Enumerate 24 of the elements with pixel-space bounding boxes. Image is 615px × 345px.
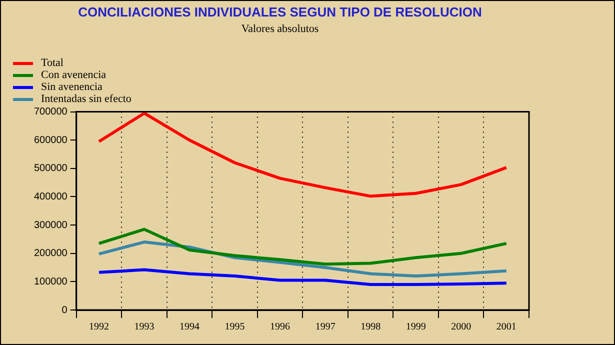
y-tick-label: 500000	[34, 163, 68, 174]
x-tick-label: 2000	[451, 322, 472, 333]
x-tick-label: 1993	[134, 322, 154, 333]
legend-label: Sin avenencia	[41, 81, 102, 93]
x-tick-label: 1992	[89, 322, 109, 333]
x-tick-label: 2001	[496, 322, 516, 333]
y-tick-label: 100000	[34, 276, 68, 288]
y-tick-label: 0	[62, 304, 68, 316]
y-tick-label: 600000	[34, 134, 68, 146]
y-tick-label: 300000	[34, 220, 68, 231]
legend-label: Total	[41, 57, 64, 69]
y-tick-label: 700000	[34, 106, 68, 118]
y-tick-label: 200000	[34, 248, 68, 260]
legend-label: Con avenencia	[41, 69, 106, 81]
x-tick-label: 1995	[224, 322, 245, 333]
x-tick-label: 1997	[315, 322, 336, 333]
x-tick-label: 1999	[406, 322, 426, 333]
chart-subtitle: Valores absolutos	[241, 23, 319, 36]
x-tick-label: 1998	[360, 322, 381, 333]
x-tick-label: 1994	[180, 322, 200, 333]
y-tick-label: 400000	[34, 191, 68, 202]
legend-label: Intentadas sin efecto	[41, 93, 132, 105]
chart-title: CONCILIACIONES INDIVIDUALES SEGUN TIPO DE RESOLUCION	[78, 4, 482, 20]
x-tick-label: 1996	[270, 322, 290, 333]
